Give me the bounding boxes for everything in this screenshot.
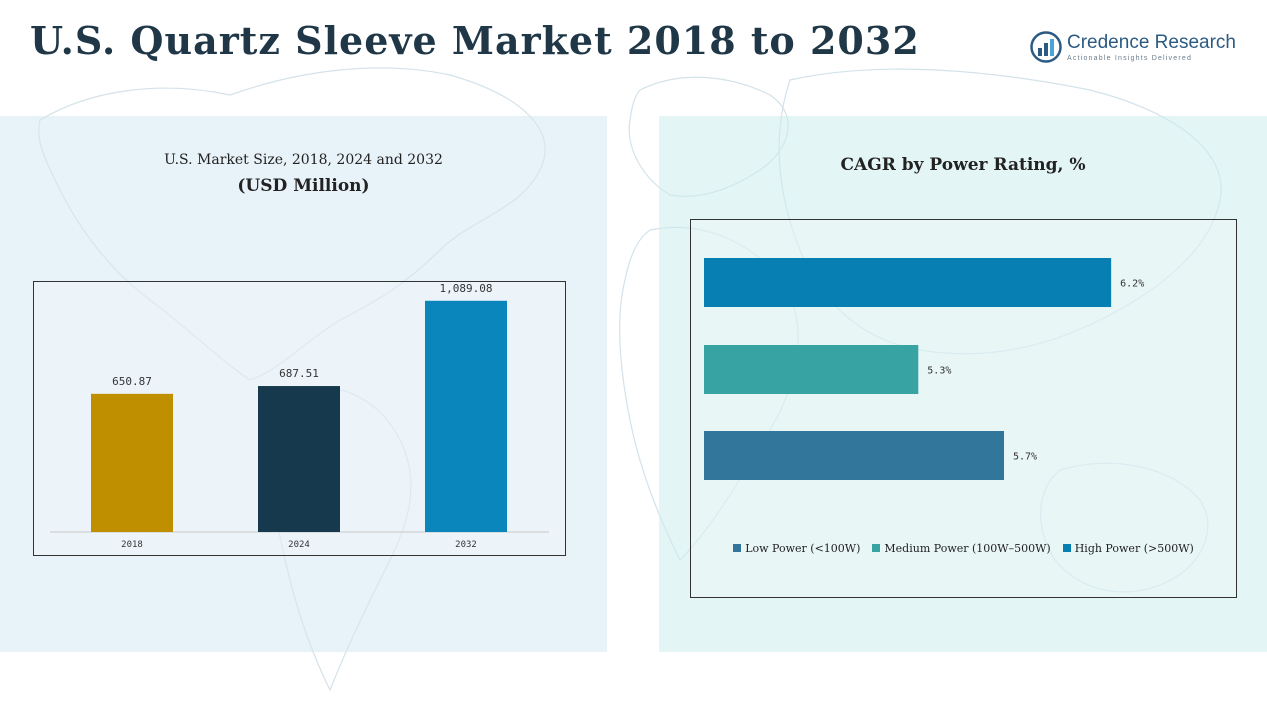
bar-chart-logo-icon <box>1030 31 1062 63</box>
bar-2018[interactable] <box>91 393 173 532</box>
bar-2032[interactable] <box>425 300 507 532</box>
bar-2024[interactable] <box>258 386 340 532</box>
bar-medium-power[interactable] <box>704 345 919 394</box>
logo-name: Credence Research <box>1067 32 1236 53</box>
bar-value-label-2024: 687.51 <box>279 367 319 380</box>
logo-tagline: Actionable Insights Delivered <box>1067 55 1193 62</box>
legend-label-high-power: High Power (>500W) <box>1074 542 1194 555</box>
market-size-chart-title: U.S. Market Size, 2018, 2024 and 2032 <box>164 152 443 168</box>
bar-value-label-low-power: 5.7% <box>1013 452 1037 463</box>
cagr-bar-chart: 6.2% 5.3% 5.7% Low Power (<100W) Medium Pow… <box>690 219 1237 598</box>
legend-item-low-power[interactable]: Low Power (<100W) <box>733 542 860 555</box>
cagr-bar-svg: 6.2% 5.3% 5.7% <box>704 258 1144 480</box>
bar-value-label-2032: 1,089.08 <box>440 282 493 295</box>
market-size-chart-subtitle: (USD Million) <box>237 176 370 196</box>
cagr-legend: Low Power (<100W) Medium Power (100W–500W… <box>691 542 1236 555</box>
legend-swatch-high-power <box>1062 544 1071 552</box>
page-title: U.S. Quartz Sleeve Market 2018 to 2032 <box>30 18 920 63</box>
logo[interactable]: Credence Research Actionable Insights De… <box>1030 30 1240 66</box>
x-tick-label-2024: 2024 <box>288 540 310 550</box>
x-tick-label-2018: 2018 <box>121 540 143 550</box>
legend-swatch-low-power <box>733 544 742 552</box>
legend-item-high-power[interactable]: High Power (>500W) <box>1062 542 1194 555</box>
cagr-chart-title: CAGR by Power Rating, % <box>840 155 1086 175</box>
market-size-bar-svg: 650.87 2018 687.51 2024 1,089.08 2032 <box>50 282 549 550</box>
bar-high-power[interactable] <box>704 258 1112 307</box>
legend-label-medium-power: Medium Power (100W–500W) <box>884 542 1051 555</box>
bar-value-label-high-power: 6.2% <box>1120 279 1144 290</box>
legend-label-low-power: Low Power (<100W) <box>745 542 861 555</box>
bar-low-power[interactable] <box>704 431 1004 480</box>
bar-value-label-medium-power: 5.3% <box>927 366 951 377</box>
bar-value-label-2018: 650.87 <box>112 375 152 388</box>
legend-item-medium-power[interactable]: Medium Power (100W–500W) <box>872 542 1051 555</box>
legend-swatch-medium-power <box>872 544 881 552</box>
market-size-bar-chart: 650.87 2018 687.51 2024 1,089.08 2032 <box>33 281 566 556</box>
x-tick-label-2032: 2032 <box>455 540 477 550</box>
